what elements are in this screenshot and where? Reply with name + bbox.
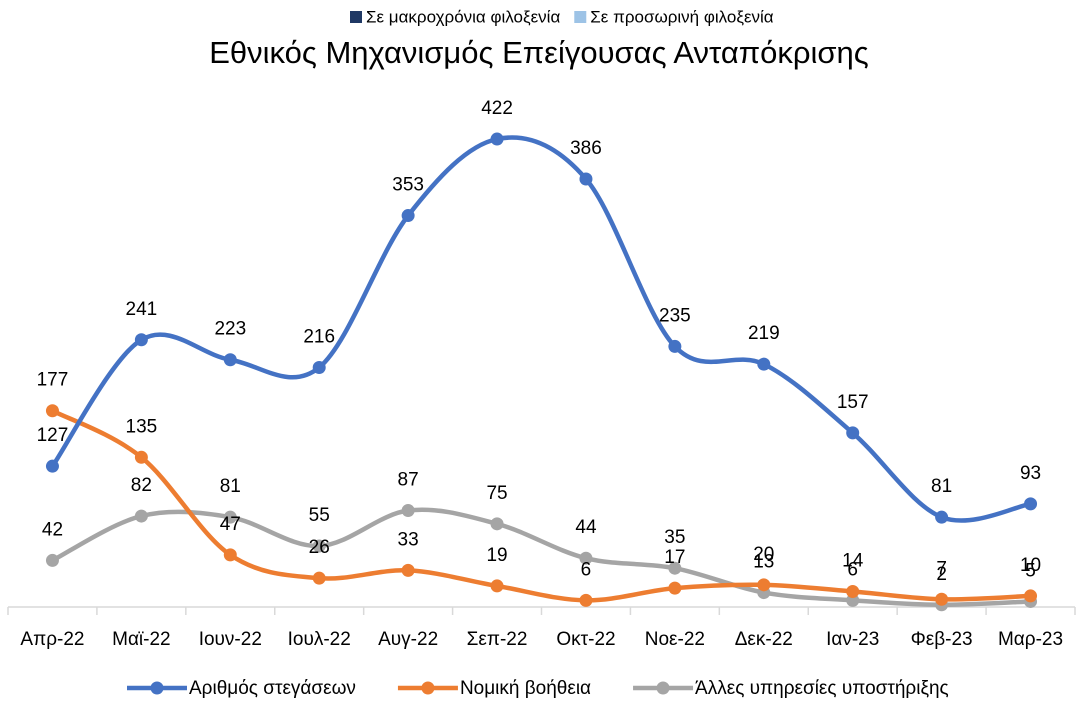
legend-swatch xyxy=(574,11,587,23)
data-label: 135 xyxy=(126,416,158,437)
legend-label: Σε μακροχρόνια φιλοξενία xyxy=(366,7,560,26)
data-label: 219 xyxy=(748,323,780,344)
data-label: 87 xyxy=(398,470,419,491)
legend-label: Άλλες υπηρεσίες υποστήριξης xyxy=(695,678,949,699)
data-label: 19 xyxy=(486,545,507,566)
series-line xyxy=(50,408,1033,603)
data-label: 422 xyxy=(481,98,513,119)
data-point xyxy=(312,571,326,585)
x-tick-label: Ιαν-23 xyxy=(826,629,879,650)
series-line xyxy=(50,135,1033,523)
data-label: 47 xyxy=(220,514,241,535)
data-label: 6 xyxy=(847,559,858,580)
data-point xyxy=(134,450,148,464)
data-point xyxy=(490,579,504,593)
data-label: 177 xyxy=(37,370,69,391)
chart-title: Εθνικός Μηχανισμός Επείγουσας Ανταπόκρισ… xyxy=(209,35,869,70)
data-point xyxy=(134,509,148,523)
data-label: 26 xyxy=(309,537,330,558)
data-label: 75 xyxy=(486,483,507,504)
data-label: 235 xyxy=(659,305,691,326)
data-point xyxy=(490,517,504,531)
data-point xyxy=(45,553,59,567)
data-point xyxy=(312,539,326,553)
x-tick-label: Νοε-22 xyxy=(645,629,705,650)
x-tick-label: Αυγ-22 xyxy=(378,629,438,650)
data-label: 241 xyxy=(126,299,158,320)
data-point xyxy=(401,209,415,223)
x-tick-label: Ιουν-22 xyxy=(199,629,262,650)
legend-label: Αριθμός στεγάσεων xyxy=(189,678,356,699)
data-label: 386 xyxy=(570,138,602,159)
data-label: 5 xyxy=(1025,560,1036,581)
data-point xyxy=(935,510,949,524)
data-point xyxy=(490,132,504,146)
data-label: 20 xyxy=(753,544,774,565)
legend-label: Σε προσωρινή φιλοξενία xyxy=(590,7,774,26)
data-point xyxy=(401,504,415,518)
data-label: 44 xyxy=(575,517,597,538)
data-point xyxy=(579,551,593,565)
data-label: 216 xyxy=(303,326,335,347)
data-label: 42 xyxy=(42,519,63,540)
data-point xyxy=(757,578,771,592)
data-point xyxy=(846,584,860,598)
data-point xyxy=(1024,589,1038,603)
data-label: 2 xyxy=(936,564,947,585)
x-tick-label: Ιουλ-22 xyxy=(288,629,351,650)
data-label: 223 xyxy=(214,319,246,340)
data-label: 353 xyxy=(392,175,424,196)
x-tick-label: Σεπ-22 xyxy=(467,629,528,650)
legend-marker xyxy=(421,681,435,695)
x-tick-label: Δεκ-22 xyxy=(735,629,793,650)
data-point xyxy=(401,563,415,577)
x-tick-label: Οκτ-22 xyxy=(556,629,615,650)
data-point xyxy=(312,360,326,374)
data-label: 35 xyxy=(664,527,685,548)
data-label: 82 xyxy=(131,475,152,496)
data-label: 17 xyxy=(664,547,685,568)
data-label: 81 xyxy=(931,476,952,497)
data-point xyxy=(45,404,59,418)
data-point xyxy=(846,426,860,440)
legend-swatch xyxy=(350,11,362,23)
data-label: 7 xyxy=(936,558,947,579)
data-point xyxy=(223,353,237,367)
legend-marker xyxy=(150,681,164,695)
legend-label: Νομική βοήθεια xyxy=(460,678,591,699)
data-point xyxy=(134,333,148,347)
data-point xyxy=(668,561,682,575)
data-label: 14 xyxy=(842,550,864,571)
data-label: 33 xyxy=(398,529,419,550)
data-point xyxy=(668,581,682,595)
data-label: 81 xyxy=(220,476,241,497)
x-tick-label: Απρ-22 xyxy=(20,629,84,650)
data-label: 10 xyxy=(1020,555,1041,576)
data-point xyxy=(45,459,59,473)
data-label: 157 xyxy=(837,392,869,413)
data-point xyxy=(579,172,593,186)
data-label: 13 xyxy=(753,552,774,573)
data-label: 127 xyxy=(37,425,69,446)
data-point xyxy=(223,510,237,524)
data-point xyxy=(668,339,682,353)
data-point xyxy=(579,593,593,607)
x-tick-label: Φεβ-23 xyxy=(911,629,973,650)
data-point xyxy=(757,357,771,371)
data-point xyxy=(935,592,949,606)
data-label: 93 xyxy=(1020,463,1041,484)
data-point xyxy=(223,548,237,562)
legend-marker xyxy=(656,681,670,695)
data-point xyxy=(1024,497,1038,511)
data-label: 55 xyxy=(309,505,330,526)
x-tick-label: Μαϊ-22 xyxy=(112,629,171,650)
data-label: 6 xyxy=(581,559,592,580)
x-tick-label: Μαρ-23 xyxy=(998,629,1063,650)
